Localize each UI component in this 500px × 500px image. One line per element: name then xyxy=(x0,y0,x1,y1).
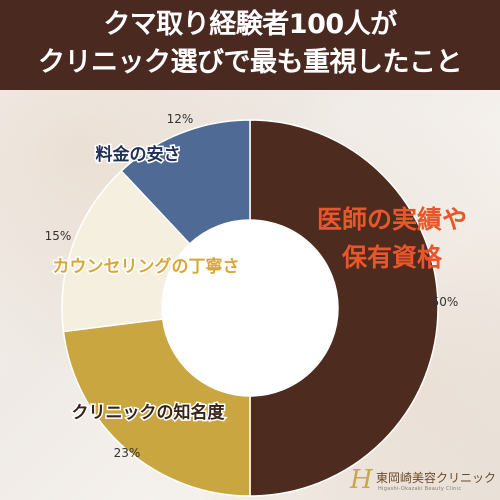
title-line-1: クマ取り経験者100人が xyxy=(103,9,397,40)
pct-label-50: 50% xyxy=(432,295,459,309)
title-banner: クマ取り経験者100人が クリニック選びで最も重視したこと xyxy=(0,0,500,90)
label-doctor-qualification-line-1: 医師の実績や xyxy=(317,205,467,234)
label-price-line-1: 料金の安さ xyxy=(96,144,181,165)
label-clinic-awareness-line-1: クリニックの知名度 xyxy=(72,402,226,423)
logo-mark-icon: H xyxy=(350,465,373,495)
clinic-logo: H 東岡崎美容クリニック Higashi-Okazaki Beauty Clin… xyxy=(350,465,500,495)
pct-label-12: 12% xyxy=(167,112,194,126)
title-line-2: クリニック選びで最も重視したこと xyxy=(38,47,463,78)
pct-label-23: 23% xyxy=(114,446,141,460)
label-doctor-qualification-line-2: 保有資格 xyxy=(341,243,443,272)
label-counseling-line-1: カウンセリングの丁寧さ xyxy=(53,256,240,277)
donut-hole xyxy=(162,220,338,396)
logo-subtitle: Higashi-Okazaki Beauty Clinic xyxy=(378,486,462,492)
pct-label-15: 15% xyxy=(45,229,72,243)
logo-name: 東岡崎美容クリニック xyxy=(376,471,497,485)
